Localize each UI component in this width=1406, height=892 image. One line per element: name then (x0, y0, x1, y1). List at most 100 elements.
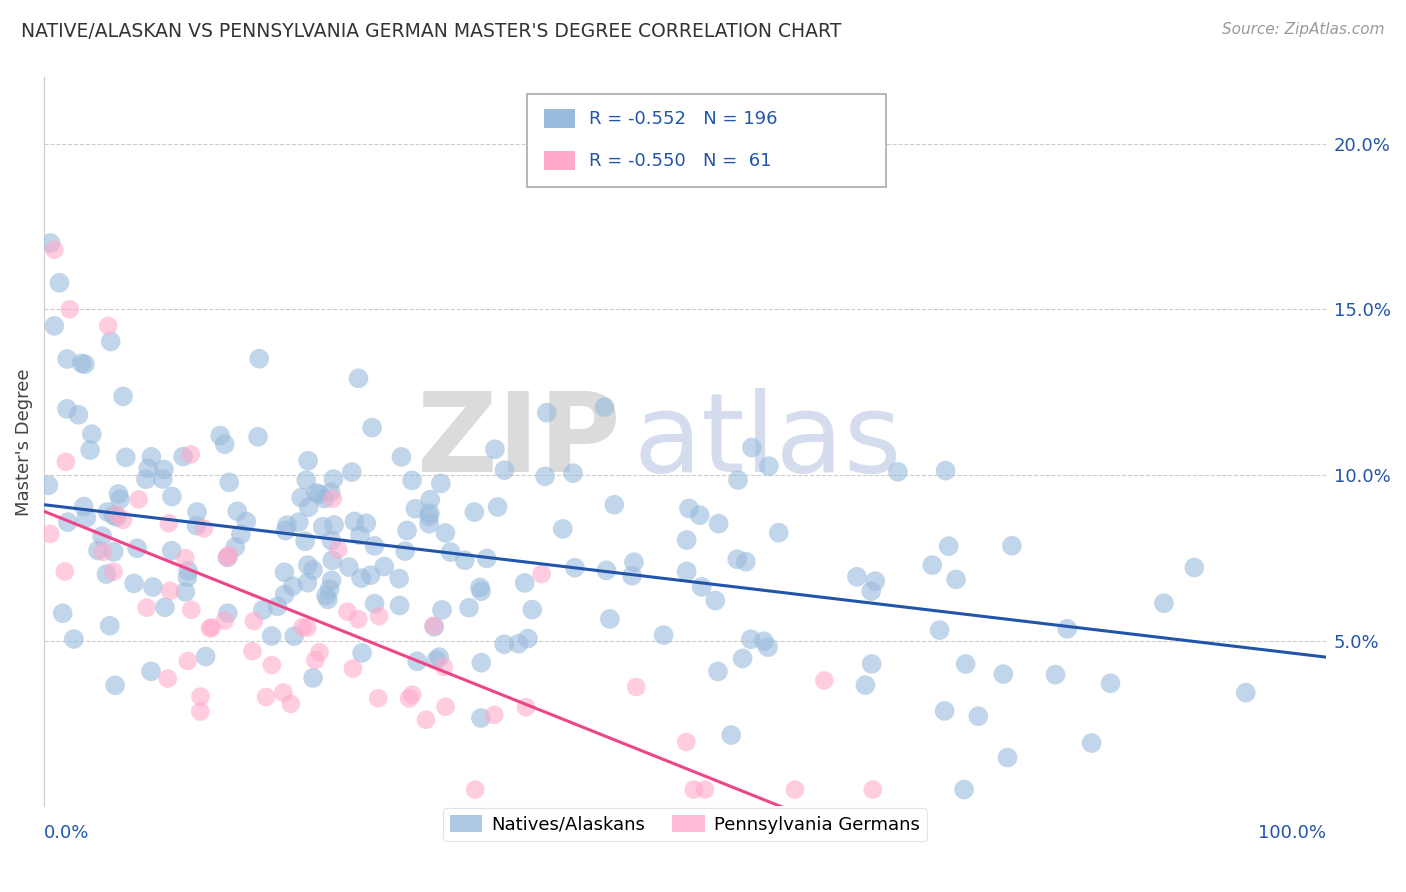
Point (315, 589, 337, 603)
Point (475, 551, 498, 566)
Point (463, 505, 485, 519)
Point (343, 515, 366, 529)
Point (229, 527, 252, 541)
Point (1182, 560, 1205, 574)
Point (398, 691, 420, 706)
Point (135, 600, 157, 615)
Point (107, 487, 129, 501)
Point (194, 649, 217, 664)
Point (693, 782, 716, 797)
Point (536, 406, 558, 420)
Point (247, 430, 270, 444)
Point (316, 592, 339, 607)
Point (302, 671, 325, 685)
Text: R = -0.550   N =  61: R = -0.550 N = 61 (589, 152, 772, 169)
Point (418, 509, 440, 524)
Point (740, 632, 762, 647)
Point (678, 501, 700, 516)
Point (328, 542, 350, 557)
Point (209, 428, 232, 442)
Point (48, 276, 70, 290)
Point (439, 545, 461, 559)
Point (391, 450, 413, 464)
Point (347, 371, 370, 385)
Point (388, 599, 411, 613)
Point (513, 575, 536, 590)
Point (494, 463, 516, 477)
Point (363, 597, 385, 611)
Point (1056, 622, 1078, 636)
Point (415, 713, 437, 727)
Point (470, 584, 492, 599)
Point (494, 637, 516, 651)
Point (783, 782, 806, 797)
Point (768, 525, 790, 540)
Point (97, 505, 120, 519)
Point (44, 318, 66, 333)
Point (174, 551, 197, 566)
Point (312, 519, 335, 533)
Point (302, 563, 325, 577)
Point (430, 603, 453, 617)
Point (401, 473, 423, 487)
Point (434, 525, 457, 540)
Point (484, 707, 506, 722)
Point (454, 553, 477, 567)
Point (75, 511, 97, 525)
Text: 100.0%: 100.0% (1257, 824, 1326, 842)
Point (361, 420, 384, 434)
Text: 0.0%: 0.0% (44, 824, 90, 842)
Point (70, 356, 93, 370)
Point (96, 567, 118, 582)
Point (139, 665, 162, 679)
Point (218, 548, 240, 562)
Point (281, 579, 304, 593)
Point (406, 654, 429, 668)
Point (56, 351, 79, 366)
Point (217, 550, 239, 565)
Point (741, 441, 763, 455)
Point (112, 389, 135, 403)
Point (993, 667, 1015, 681)
Point (290, 491, 312, 505)
Point (127, 541, 149, 556)
Point (860, 657, 883, 671)
Point (621, 568, 644, 582)
Point (967, 709, 990, 723)
Point (484, 442, 506, 457)
Point (294, 534, 316, 549)
Point (247, 351, 270, 366)
Legend: Natives/Alaskans, Pennsylvania Germans: Natives/Alaskans, Pennsylvania Germans (443, 808, 927, 841)
Point (752, 634, 775, 648)
Point (562, 467, 585, 481)
Point (52, 607, 75, 621)
Point (56, 401, 79, 416)
Point (235, 515, 257, 529)
Point (108, 492, 131, 507)
Point (404, 501, 426, 516)
Point (180, 447, 202, 461)
Text: ZIP: ZIP (418, 388, 621, 495)
Point (522, 602, 544, 616)
Point (305, 486, 328, 500)
Point (141, 450, 163, 464)
Point (190, 690, 212, 704)
Point (243, 614, 266, 628)
Point (955, 657, 977, 671)
Point (347, 612, 370, 626)
Point (508, 637, 530, 651)
Point (273, 587, 295, 601)
Point (935, 464, 957, 478)
Point (340, 465, 363, 479)
Point (401, 688, 423, 702)
Point (59, 302, 82, 317)
Point (720, 728, 742, 742)
Point (1234, 685, 1257, 699)
Point (349, 528, 371, 542)
Point (433, 660, 456, 674)
Point (756, 640, 779, 655)
Point (388, 572, 411, 586)
Point (422, 619, 444, 633)
Y-axis label: Master's Degree: Master's Degree (15, 368, 32, 516)
Point (254, 690, 277, 704)
